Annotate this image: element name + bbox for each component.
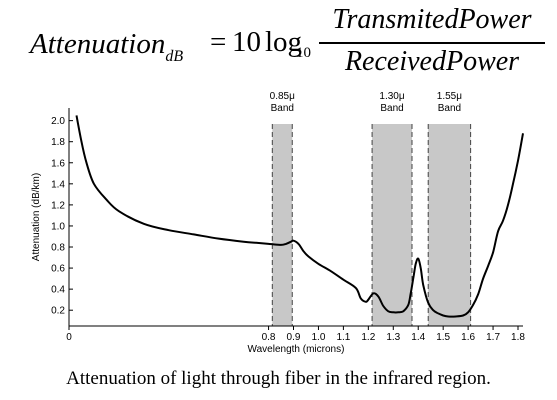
x-tick-label: 1.2	[361, 332, 375, 343]
x-tick-label: 1.7	[486, 332, 500, 343]
formula-lhs-subscript: dB	[165, 48, 184, 65]
curve-layer	[75, 115, 524, 318]
x-tick-label: 1.4	[411, 332, 425, 343]
band-fill	[272, 124, 293, 326]
x-axis-label: Wavelength (microns)	[248, 344, 345, 355]
formula-lhs: AttenuationdB	[30, 28, 183, 66]
y-tick-label: 2.0	[51, 116, 65, 127]
band-label: Band	[438, 103, 461, 114]
formula-denominator: ReceivedPower	[344, 46, 520, 77]
x-tick-label: 0.9	[287, 332, 301, 343]
y-tick-label: 0.2	[51, 306, 65, 317]
y-tick-label: 1.8	[51, 137, 65, 148]
x-tick-label: 1.3	[386, 332, 400, 343]
y-tick-label: 0.6	[51, 264, 65, 275]
y-tick-label: 1.4	[51, 179, 65, 190]
formula-lhs-text: Attenuation	[30, 28, 166, 60]
attenuation-chart: 0.85μBand1.30μBand1.55μBand0.20.40.60.81…	[31, 91, 525, 355]
x-tick-label: 1.8	[511, 332, 525, 343]
bands-layer	[271, 124, 472, 326]
formula-log-base: 10	[296, 45, 311, 61]
band-label: Band	[271, 103, 294, 114]
x-tick-label: 1.0	[311, 332, 325, 343]
y-tick-label: 1.0	[51, 221, 65, 232]
formula-equals: =	[210, 26, 227, 58]
labels-layer: 0.85μBand1.30μBand1.55μBand0.20.40.60.81…	[31, 91, 525, 355]
y-tick-label: 0.4	[51, 285, 65, 296]
x-tick-label: 0.8	[262, 332, 276, 343]
y-tick-label: 1.6	[51, 158, 65, 169]
band-fill	[372, 124, 412, 326]
band-label: 1.55μ	[437, 91, 462, 102]
axes-layer	[68, 108, 523, 330]
x-tick-label: 1.1	[336, 332, 350, 343]
attenuation-formula: AttenuationdB = 10 log 10 TransmitedPowe…	[0, 4, 557, 82]
attenuation-curve	[75, 115, 524, 318]
band-label: 1.30μ	[379, 91, 404, 102]
y-axis-label: Attenuation (dB/km)	[31, 173, 42, 261]
x-tick-label: 1.5	[436, 332, 450, 343]
formula-function: log	[265, 26, 303, 58]
band-fill	[428, 124, 471, 326]
formula-fraction-bar	[319, 42, 545, 44]
x-tick-label: 1.6	[461, 332, 475, 343]
band-label: Band	[380, 103, 403, 114]
band-label: 0.85μ	[270, 91, 295, 102]
x-tick-label: 0	[66, 332, 72, 343]
figure-caption: Attenuation of light through fiber in th…	[66, 368, 491, 389]
formula-numerator: TransmitedPower	[332, 4, 532, 35]
y-tick-label: 0.8	[51, 243, 65, 254]
y-tick-label: 1.2	[51, 200, 65, 211]
formula-coefficient: 10	[232, 26, 261, 58]
